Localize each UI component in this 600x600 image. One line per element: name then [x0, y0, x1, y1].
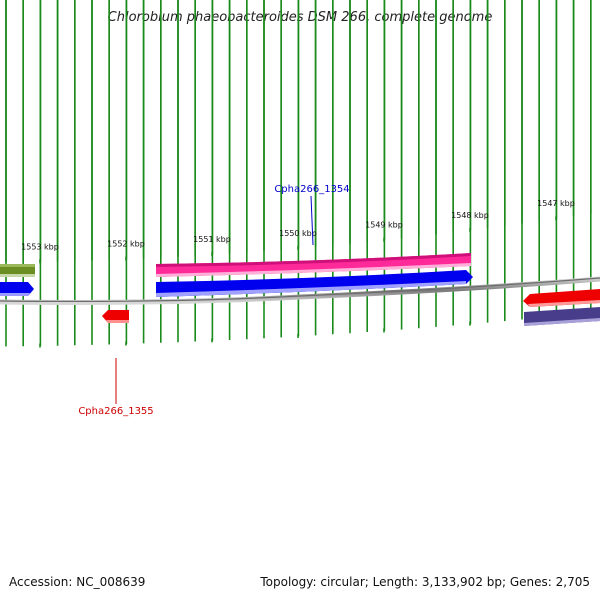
- tick-label-1547: 1547 kbp: [537, 199, 575, 208]
- gene-cpha266-1355[interactable]: [102, 310, 129, 323]
- leader-cpha266-1354: [310, 195, 314, 246]
- gene-pink[interactable]: [156, 253, 471, 277]
- gene-blue-left[interactable]: [0, 282, 34, 296]
- tick-label-1553: 1553 kbp: [21, 242, 59, 251]
- tick-labels: 1553 kbp 1552 kbp 1551 kbp 1550 kbp 1549 kbp…: [21, 199, 575, 251]
- gene-cpha266-1354[interactable]: [156, 270, 473, 297]
- genome-summary-text: Topology: circular; Length: 3,133,902 bp…: [260, 575, 590, 589]
- map-title: Chlorobium phaeobacteroides DSM 266, com…: [107, 10, 493, 25]
- gene-label-cpha266-1355[interactable]: Cpha266_1355: [78, 406, 153, 417]
- tick-label-1548: 1548 kbp: [451, 211, 489, 220]
- tick-label-1551: 1551 kbp: [193, 235, 231, 244]
- genome-backbone: [0, 276, 600, 305]
- gene-red-right[interactable]: [523, 289, 600, 307]
- accession-text: Accession: NC_008639: [9, 575, 146, 589]
- gene-olive[interactable]: [0, 264, 35, 277]
- tick-label-1549: 1549 kbp: [365, 221, 403, 230]
- gene-label-cpha266-1354[interactable]: Cpha266_1354: [274, 184, 349, 195]
- gene-features: [0, 253, 600, 326]
- tick-label-1550: 1550 kbp: [279, 229, 317, 238]
- tick-label-1552: 1552 kbp: [107, 240, 145, 249]
- gene-slate-right[interactable]: [524, 307, 600, 326]
